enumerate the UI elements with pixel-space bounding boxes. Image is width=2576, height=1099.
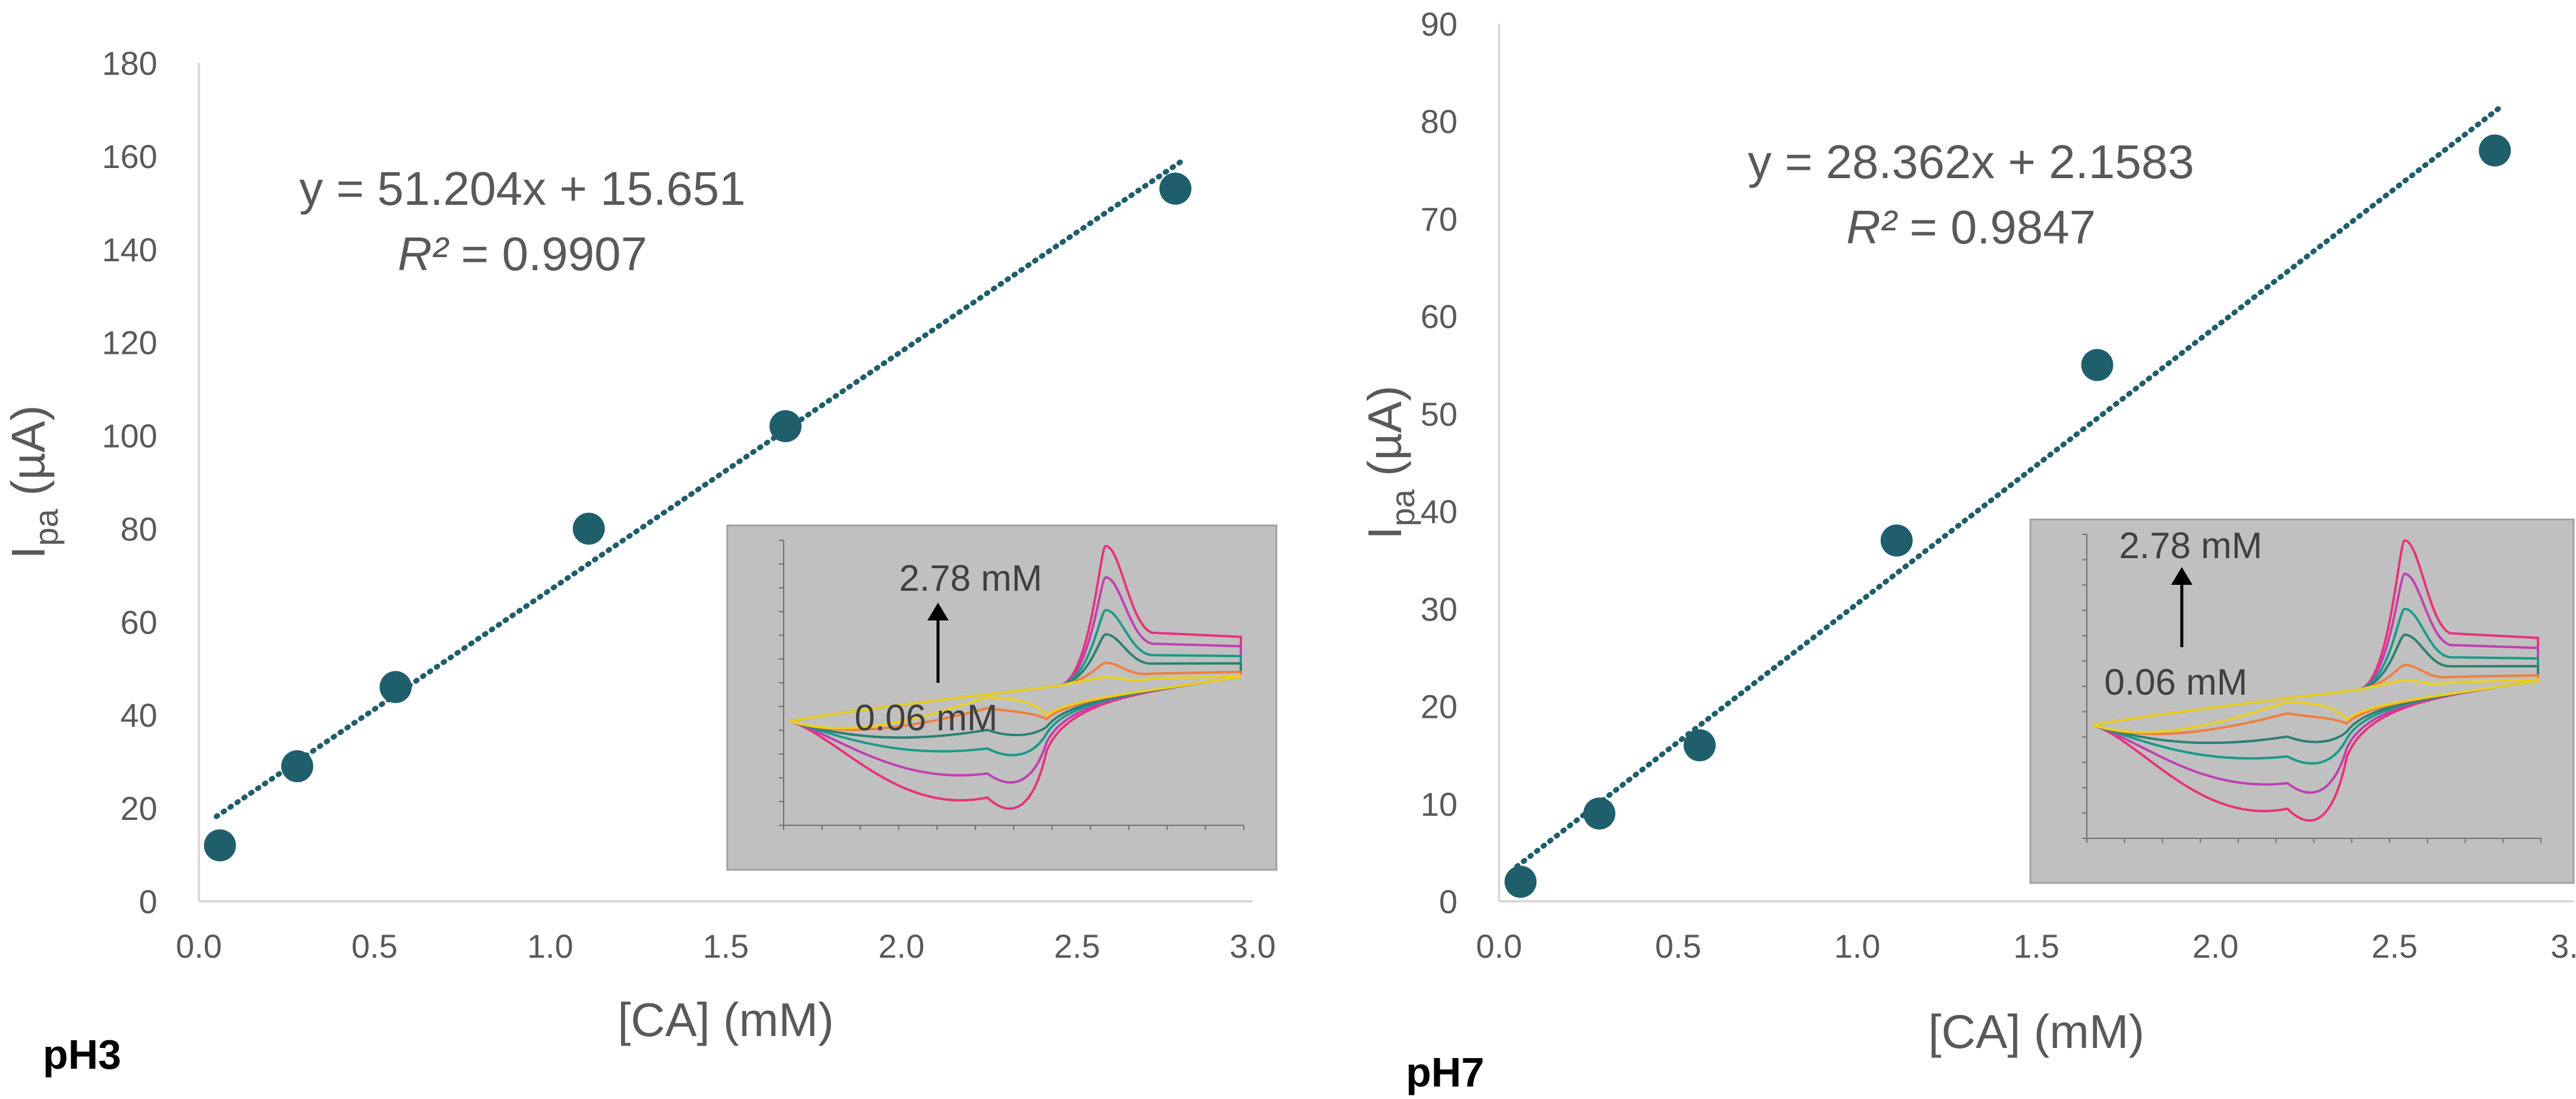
x-tick-label: 2.5 (1054, 927, 1100, 965)
y-axis-label-unit: (µA) (1358, 385, 1411, 489)
data-point (1504, 866, 1537, 898)
inset-bottom-label: 0.06 mM (2104, 662, 2247, 703)
trendline-equation: y = 28.362x + 2.1583 (1748, 135, 2194, 188)
y-tick-label: 40 (1421, 493, 1457, 530)
x-tick-label: 1.0 (527, 927, 573, 965)
y-axis-label-subscript: pa (27, 508, 65, 546)
trendline-equation: y = 51.204x + 15.651 (299, 162, 746, 215)
y-tick-label: 0 (1439, 883, 1457, 920)
panel-label: pH7 (1406, 1049, 1484, 1095)
y-tick-label: 120 (102, 324, 157, 362)
x-tick-label: 0.0 (1476, 927, 1522, 965)
y-axis-label: Ipa (µA) (1358, 385, 1421, 540)
y-tick-label: 160 (102, 138, 157, 175)
chart-panel-pH3: 0 20 40 60 80 100 120 140 160 180 0.0 0.5 1.0 1.5 2.0 2… (2, 45, 1278, 1078)
r-squared-label: R² (398, 227, 449, 280)
r-squared-value: = 0.9907 (448, 227, 647, 280)
x-tick-label: 0.5 (351, 927, 398, 965)
y-axis-label-subscript: pa (1384, 489, 1421, 526)
arrow-head-icon (2171, 567, 2192, 585)
inset-top-label: 2.78 mM (2119, 525, 2262, 566)
x-tick-label: 3.0 (2550, 927, 2576, 965)
trendline (1514, 103, 2505, 869)
y-axis-label-unit: (µA) (2, 405, 55, 509)
x-tick-label: 3.0 (1230, 927, 1276, 965)
trendline (214, 158, 1186, 819)
y-axis-label-main: I (2, 546, 55, 559)
r-squared-label: R² (1846, 201, 1898, 254)
cv-inset: 2.78 mM 0.06 mM (726, 524, 1278, 871)
x-tick-label: 0.5 (1655, 927, 1702, 965)
y-tick-label: 20 (1421, 688, 1457, 726)
data-point (2479, 134, 2511, 167)
panel-label: pH3 (43, 1031, 121, 1078)
y-axis-label: Ipa (µA) (2, 405, 65, 559)
data-point (204, 829, 236, 862)
cv-inset: 2.78 mM 0.06 mM (2029, 518, 2575, 884)
y-tick-label: 100 (102, 417, 157, 455)
x-tick-label: 2.0 (878, 927, 924, 965)
y-tick-label: 80 (1421, 103, 1457, 140)
y-axis-label-main: I (1358, 527, 1411, 540)
y-tick-label: 60 (121, 603, 157, 641)
y-tick-label: 70 (1421, 200, 1457, 237)
inset-top-label: 2.78 mM (899, 558, 1042, 599)
data-point (769, 410, 802, 442)
inset-background (2029, 518, 2575, 884)
r-squared: R² = 0.9907 (398, 227, 647, 280)
data-point (281, 750, 313, 783)
x-tick-label: 0.0 (176, 927, 222, 965)
data-point (1583, 797, 1615, 830)
x-tick-label: 2.0 (2192, 927, 2239, 965)
data-point (379, 671, 412, 704)
y-tick-label: 30 (1421, 590, 1457, 628)
arrow-head-icon (927, 603, 949, 620)
x-tick-label: 1.5 (2013, 927, 2059, 965)
y-tick-label: 140 (102, 231, 157, 268)
inset-bottom-label: 0.06 mM (854, 698, 997, 739)
y-tick-label: 10 (1421, 786, 1457, 823)
y-tick-label: 180 (102, 45, 157, 82)
cv-curve (2092, 679, 2539, 734)
data-point (2081, 349, 2114, 381)
data-point (1683, 729, 1716, 762)
y-tick-label: 20 (121, 790, 157, 827)
data-point (1880, 524, 1913, 557)
r-squared: R² = 0.9847 (1846, 201, 2096, 254)
cv-curve (789, 674, 1242, 730)
y-tick-label: 90 (1421, 5, 1457, 43)
x-tick-label: 2.5 (2371, 927, 2417, 965)
y-tick-label: 40 (121, 696, 157, 734)
data-point (572, 512, 605, 545)
y-tick-label: 50 (1421, 395, 1457, 433)
data-point (1159, 172, 1192, 205)
x-tick-label: 1.0 (1834, 927, 1880, 965)
y-tick-label: 0 (139, 883, 157, 920)
x-axis-label: [CA] (mM) (617, 993, 834, 1046)
r-squared-value: = 0.9847 (1896, 201, 2096, 254)
x-tick-label: 1.5 (703, 927, 749, 965)
y-tick-label: 60 (1421, 298, 1457, 335)
x-axis-label: [CA] (mM) (1928, 1005, 2144, 1058)
chart-panel-pH7: 0 10 20 30 40 50 60 70 80 90 0.0 0.5 1.0 1.5 2.0 2.5 3.0… (1358, 5, 2576, 1095)
y-tick-label: 80 (121, 510, 157, 547)
